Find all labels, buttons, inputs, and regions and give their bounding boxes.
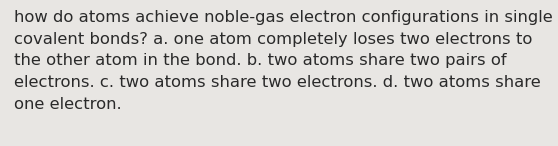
Text: how do atoms achieve noble-gas electron configurations in single
covalent bonds?: how do atoms achieve noble-gas electron …	[14, 10, 553, 112]
